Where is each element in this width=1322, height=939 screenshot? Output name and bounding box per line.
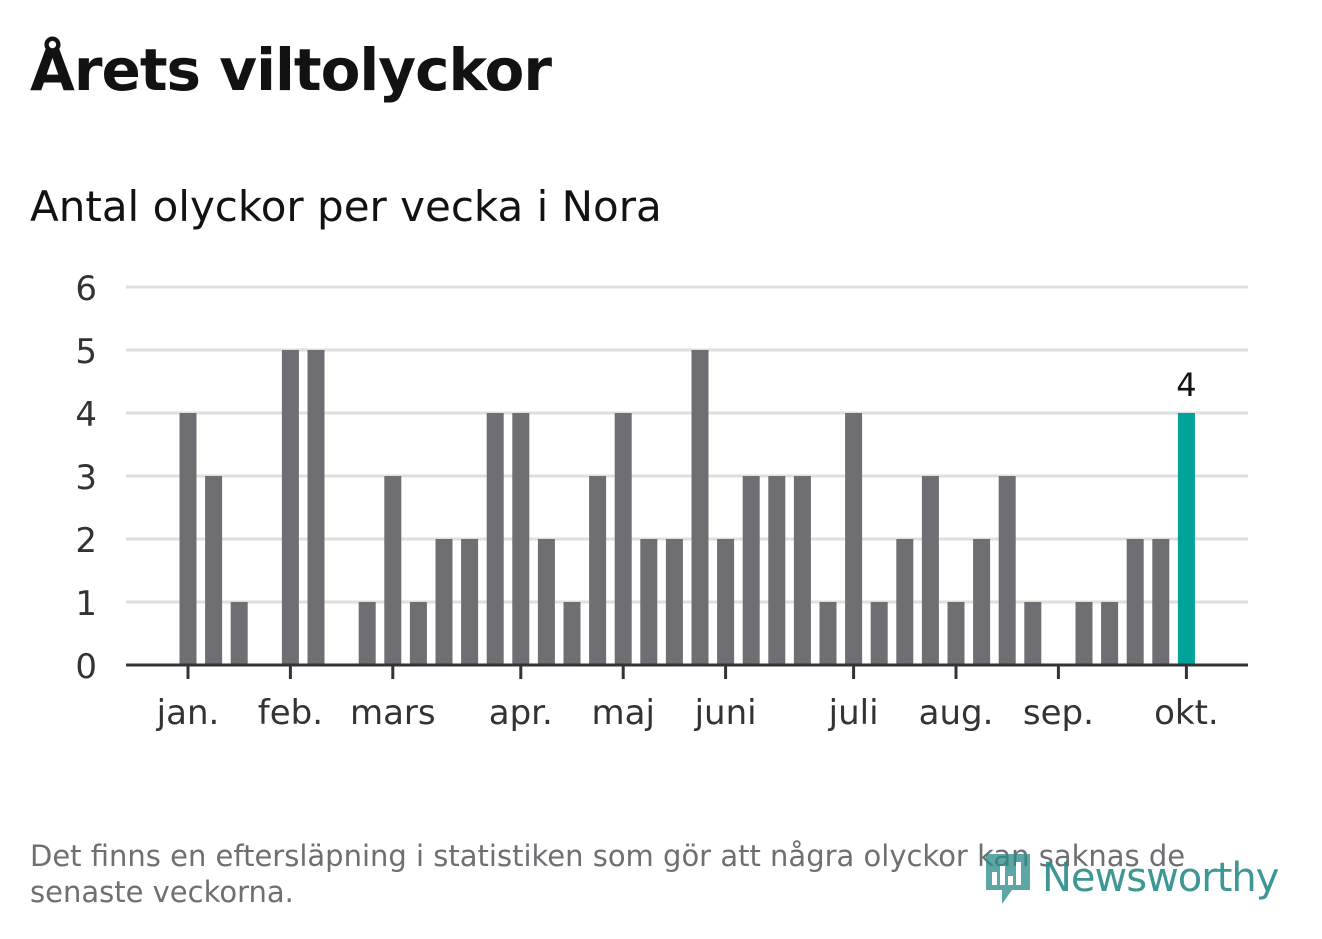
- bar-week-10: [409, 602, 427, 665]
- bar-week-21: [691, 350, 709, 665]
- bar-week-9: [384, 476, 402, 665]
- bar-week-12: [461, 539, 479, 665]
- bar-week-2: [205, 476, 223, 665]
- logo-text: Newsworthy: [1042, 855, 1279, 901]
- bar-week-11: [435, 539, 453, 665]
- x-tick-label: mars: [350, 693, 436, 733]
- y-axis-ticks: 0 1 2 3 4 5 6: [75, 269, 97, 687]
- bar-week-5: [281, 350, 299, 665]
- bar-week-17: [589, 476, 607, 665]
- bar-week-16: [563, 602, 581, 665]
- bar-week-20: [665, 539, 683, 665]
- bar-week-19: [640, 539, 658, 665]
- bar-week-18: [614, 413, 632, 665]
- bar-week-14: [512, 413, 530, 665]
- bar-chart: 0 1 2 3 4 5 6 jan. feb. mars apr. maj juni juli aug. s…: [75, 269, 1248, 733]
- bar-week-27: [845, 413, 863, 665]
- y-tick-label: 1: [75, 584, 97, 624]
- bar-highlight-week-40: [1177, 413, 1195, 665]
- bar-week-26: [819, 602, 837, 665]
- x-tick-label: juni: [694, 693, 757, 733]
- bar-week-31: [947, 602, 965, 665]
- newsworthy-logo: Newsworthy: [980, 846, 1279, 910]
- x-tick-label: jan.: [156, 693, 220, 733]
- bar-week-8: [358, 602, 376, 665]
- bar-week-37: [1101, 602, 1119, 665]
- x-tick-label: juli: [828, 693, 879, 733]
- bar-week-1: [179, 413, 197, 665]
- bar-week-29: [896, 539, 914, 665]
- bar-week-25: [793, 476, 811, 665]
- y-tick-label: 6: [75, 269, 97, 309]
- bar-week-3: [230, 602, 248, 665]
- x-axis-ticks: jan. feb. mars apr. maj juni juli aug. sep. okt.: [156, 665, 1219, 733]
- data-labels: 4: [1176, 366, 1196, 404]
- bar-week-39: [1152, 539, 1170, 665]
- bar-week-23: [742, 476, 760, 665]
- bar-week-22: [717, 539, 735, 665]
- y-tick-label: 5: [75, 332, 97, 372]
- y-tick-label: 2: [75, 521, 97, 561]
- bar-week-33: [998, 476, 1016, 665]
- bar-week-32: [973, 539, 991, 665]
- y-tick-label: 3: [75, 458, 97, 498]
- bar-week-30: [921, 476, 939, 665]
- bar-week-15: [537, 539, 555, 665]
- x-tick-label: sep.: [1023, 693, 1094, 733]
- x-tick-label: aug.: [919, 693, 994, 733]
- bar-week-28: [870, 602, 888, 665]
- bar-week-6: [307, 350, 325, 665]
- x-tick-label: okt.: [1154, 693, 1219, 733]
- bars: [179, 350, 1195, 665]
- bar-week-34: [1024, 602, 1042, 665]
- chart-title: Årets viltolyckor: [30, 36, 552, 104]
- x-tick-label: maj: [591, 693, 654, 733]
- data-label-highlight: 4: [1176, 366, 1196, 404]
- newsworthy-logo-icon: [986, 854, 1030, 904]
- bar-week-24: [768, 476, 786, 665]
- bar-week-38: [1126, 539, 1144, 665]
- bar-week-36: [1075, 602, 1093, 665]
- y-tick-label: 0: [75, 647, 97, 687]
- x-tick-label: apr.: [489, 693, 553, 733]
- bar-week-13: [486, 413, 504, 665]
- y-tick-label: 4: [75, 395, 97, 435]
- chart-subtitle: Antal olyckor per vecka i Nora: [30, 182, 662, 231]
- x-tick-label: feb.: [258, 693, 323, 733]
